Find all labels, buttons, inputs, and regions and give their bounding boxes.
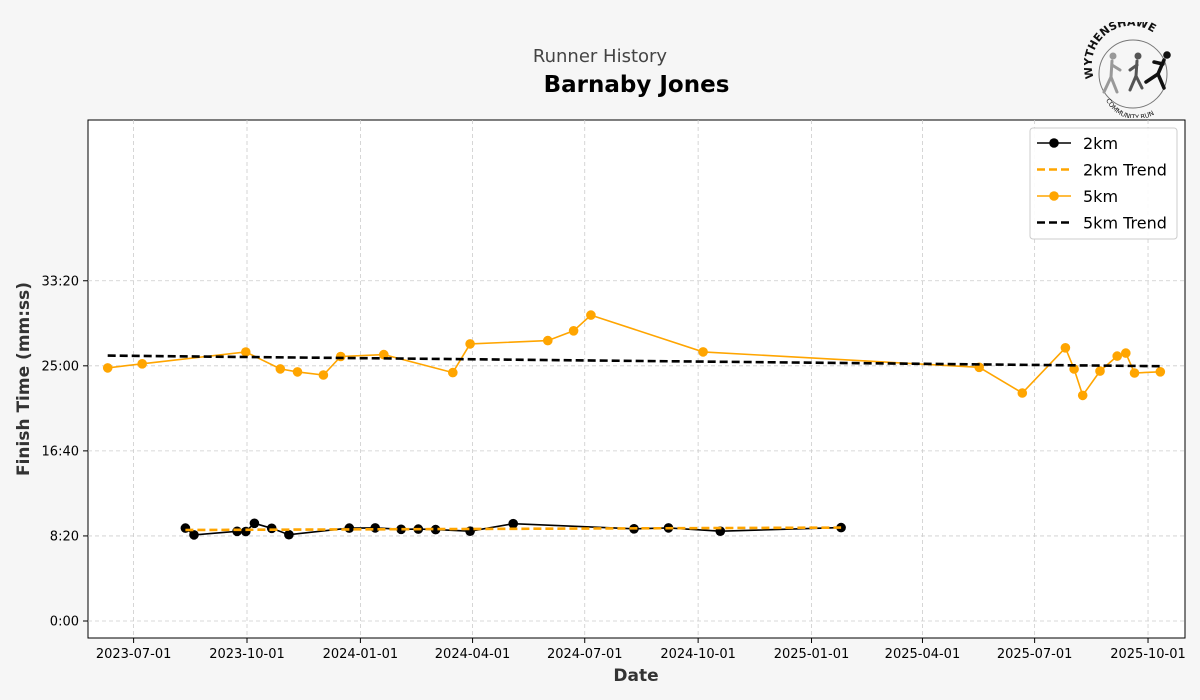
series-5km-point: [568, 326, 579, 336]
x-tick-label: 2024-01-01: [323, 647, 399, 662]
x-tick-label: 2023-10-01: [209, 647, 285, 662]
legend-label-2km-trend: 2km Trend: [1083, 161, 1167, 180]
y-tick-label: 8:20: [50, 529, 79, 544]
axis-ticks: 2023-07-01 2023-10-01 2024-01-01 2024-04-01…: [42, 274, 1186, 662]
series-5km-point: [1155, 367, 1166, 377]
legend-label-5km-trend: 5km Trend: [1083, 214, 1167, 233]
wythenshawe-logo: WYTHENSHAWE COMMUNITY RUN: [1084, 22, 1171, 118]
series-5km-point: [102, 363, 113, 373]
series-5km-point: [1129, 368, 1140, 378]
series-5km-point: [318, 370, 329, 380]
series-5km-point: [1077, 390, 1088, 401]
x-tick-label: 2024-04-01: [435, 647, 511, 662]
series-5km-point: [241, 347, 251, 357]
series-5km-point: [1060, 343, 1071, 353]
legend-marker-5km: [1049, 191, 1059, 201]
x-tick-label: 2024-10-01: [660, 647, 736, 662]
series-2km-point: [189, 530, 199, 540]
x-tick-label: 2025-01-01: [774, 647, 850, 662]
series-2km-trend-line: [185, 526, 842, 532]
series-5km-point: [1017, 388, 1028, 398]
series-2km-point: [180, 523, 191, 533]
series-2km-point: [284, 529, 294, 540]
legend-marker-2km: [1049, 138, 1059, 148]
legend-label-2km: 2km: [1083, 134, 1118, 153]
series-5km-point: [543, 335, 553, 346]
series-2km-point: [396, 524, 406, 535]
y-tick-label: 16:40: [42, 444, 79, 459]
y-axis-title: Finish Time (mm:ss): [14, 282, 34, 476]
chart-title: Barnaby Jones: [543, 72, 730, 98]
series-2km-point: [370, 523, 381, 533]
series-2km-point: [508, 518, 518, 529]
series-5km-point: [292, 367, 303, 377]
y-tick-label: 0:00: [50, 614, 79, 629]
series-group: [102, 310, 1166, 540]
series-5km-point: [698, 347, 708, 357]
legend-label-5km: 5km: [1083, 187, 1118, 206]
x-tick-label: 2025-04-01: [885, 647, 961, 662]
series-5km-point: [335, 351, 346, 362]
series-2km-point: [249, 518, 260, 529]
x-tick-label: 2025-07-01: [997, 647, 1073, 662]
svg-text:WYTHENSHAWE: WYTHENSHAWE: [1084, 22, 1158, 80]
legend-frame: [1029, 127, 1178, 240]
series-5km-point: [275, 364, 286, 374]
series-2km-point: [232, 526, 242, 537]
chart-subtitle: Runner History: [532, 46, 668, 67]
series-5km-point: [465, 339, 475, 349]
x-tick-label: 2025-10-01: [1110, 647, 1186, 662]
legend: 2km 2km Trend 5km 5km Trend: [1029, 127, 1178, 240]
y-tick-label: 25:00: [42, 359, 79, 374]
series-2km-point: [241, 526, 251, 537]
series-5km-point: [1095, 366, 1105, 376]
series-2km-point: [266, 523, 277, 534]
series-5km-trend-line: [107, 354, 1161, 368]
series-5km-point: [137, 359, 147, 369]
plot-area: [87, 119, 1186, 639]
series-5km-point: [379, 349, 389, 360]
x-tick-label: 2024-07-01: [547, 647, 623, 662]
series-5km-point: [1121, 348, 1131, 358]
y-tick-label: 33:20: [42, 274, 79, 289]
series-2km-point: [430, 524, 441, 535]
series-5km-point: [1112, 351, 1122, 361]
series-2km-point: [344, 523, 355, 533]
x-axis-title: Date: [613, 666, 658, 686]
series-5km-point: [448, 367, 458, 378]
series-5km-point: [586, 310, 596, 320]
x-tick-label: 2023-07-01: [96, 647, 172, 662]
